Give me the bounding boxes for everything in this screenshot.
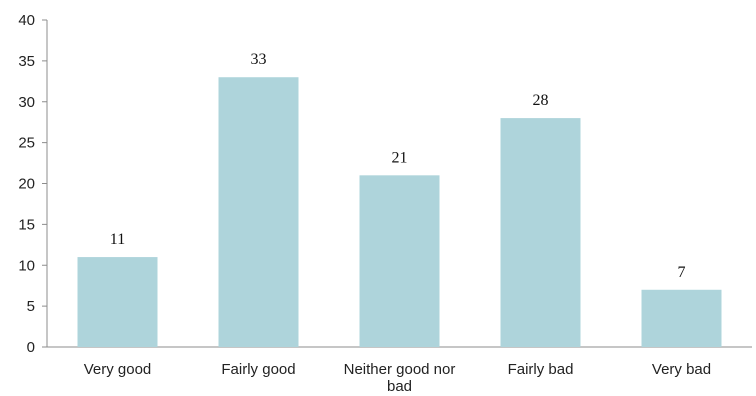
bar — [77, 257, 158, 347]
y-tick-label: 40 — [18, 12, 35, 29]
y-tick-label: 0 — [27, 339, 35, 356]
y-tick-label: 30 — [18, 94, 35, 111]
bar — [500, 118, 581, 347]
y-tick-label: 10 — [18, 257, 35, 274]
category-label: Fairly good — [221, 361, 295, 378]
y-tick-label: 35 — [18, 53, 35, 70]
data-label: 28 — [533, 92, 549, 109]
bars — [77, 77, 722, 347]
category-label: bad — [387, 378, 412, 395]
bar — [359, 175, 440, 347]
data-label: 11 — [110, 231, 125, 248]
category-label: Very bad — [652, 361, 711, 378]
y-tick-label: 5 — [27, 298, 35, 315]
data-label: 33 — [251, 51, 267, 68]
category-label: Very good — [84, 361, 152, 378]
data-labels: 11 33 21 28 7 — [110, 51, 686, 281]
y-tick-label: 20 — [18, 176, 35, 193]
category-label: Neither good nor — [344, 361, 456, 378]
data-label: 7 — [678, 264, 686, 281]
data-label: 21 — [392, 149, 408, 166]
category-label: Fairly bad — [508, 361, 574, 378]
y-tick-label: 15 — [18, 216, 35, 233]
bar — [641, 289, 722, 347]
y-axis: 0 5 10 15 20 25 30 35 40 — [18, 12, 48, 356]
y-tick-label: 25 — [18, 135, 35, 152]
bar — [218, 77, 299, 347]
